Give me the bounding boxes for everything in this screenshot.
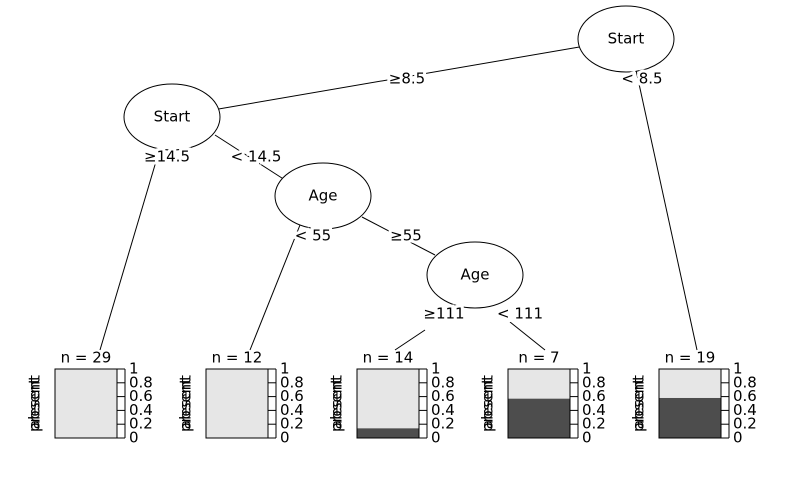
bar-frame [205,368,269,439]
axis-label: present [479,375,497,432]
node-label: Age [460,266,489,284]
axis-label: absent [177,378,195,429]
axis-label: present [26,375,44,432]
node-ellipse [426,241,524,309]
bar-segment-absent [659,369,721,398]
bar-segment-present [659,397,721,438]
bar-segment-absent [508,369,570,399]
tick-label: 0.2 [431,415,455,433]
edge-label: ≥55 [390,227,422,245]
axis-label: absent [26,378,44,429]
axis-label: present [328,375,346,432]
tick-label: 0.6 [280,387,304,405]
edge-line [214,134,286,181]
bar-segment-absent [206,369,268,438]
tick-label: 1 [431,360,441,378]
edge-line [171,38,627,118]
tick-label: 0.8 [280,373,304,391]
bar-frame [356,368,420,439]
tick-label: 0 [431,429,441,447]
edge-label: < 14.5 [231,148,282,166]
axis-label: present [630,375,648,432]
tick-label: 0.8 [582,373,606,391]
bar-segment-absent [357,369,419,429]
axis-label: absent [328,378,346,429]
bar-frame [54,368,118,439]
edge-line [509,321,546,351]
tick-label: 1 [582,360,592,378]
leaf-n-label: n = 7 [518,349,559,367]
tick-label: 0.6 [733,387,757,405]
leaf-n-label: n = 29 [61,349,112,367]
tick-label: 0 [733,429,743,447]
node-ellipse [274,162,372,230]
bar-segment-present [508,398,570,438]
tick-label: 0.4 [280,401,304,419]
edge-label: < 111 [497,305,543,323]
tick-label: 0.4 [582,401,606,419]
edge-line [99,147,161,351]
tick-label: 0 [129,429,139,447]
tick-label: 0.8 [431,373,455,391]
edge-label: ≥111 [423,305,464,323]
bar-segment-present [357,428,419,438]
node-ellipse [123,83,221,151]
tick-label: 0.6 [129,387,153,405]
bar-frame [658,368,722,439]
bar-segment-absent [55,369,117,438]
leaf-n-label: n = 12 [212,349,263,367]
edge-label: ≥8.5 [389,70,425,88]
edge-line [635,69,698,351]
tick-label: 0.8 [733,373,757,391]
tick-label: 0.2 [733,415,757,433]
edge-label: < 55 [295,227,331,245]
leaf-n-label: n = 19 [665,349,716,367]
tick-label: 0.2 [582,415,606,433]
axis-label: absent [479,378,497,429]
tick-label: 0.4 [129,401,153,419]
node-ellipse [577,5,675,73]
edge-label: < 8.5 [621,70,662,88]
node-label: Start [608,30,645,48]
tick-label: 0.2 [129,415,153,433]
tick-label: 1 [129,360,139,378]
edge-line [361,216,436,256]
edge-label: ≥14.5 [144,148,190,166]
node-label: Age [308,187,337,205]
tick-label: 0.4 [431,401,455,419]
edge-line [249,224,301,351]
tick-label: 0.8 [129,373,153,391]
tick-label: 0.4 [733,401,757,419]
axis-label: present [177,375,195,432]
tick-label: 0 [280,429,290,447]
tick-label: 1 [280,360,290,378]
tick-label: 0.6 [582,387,606,405]
bar-frame [507,368,571,439]
tick-label: 0 [582,429,592,447]
tick-label: 0.6 [431,387,455,405]
tick-label: 1 [733,360,743,378]
tick-label: 0.2 [280,415,304,433]
leaf-n-label: n = 14 [363,349,414,367]
node-label: Start [154,108,191,126]
edge-line [394,329,426,351]
axis-label: absent [630,378,648,429]
